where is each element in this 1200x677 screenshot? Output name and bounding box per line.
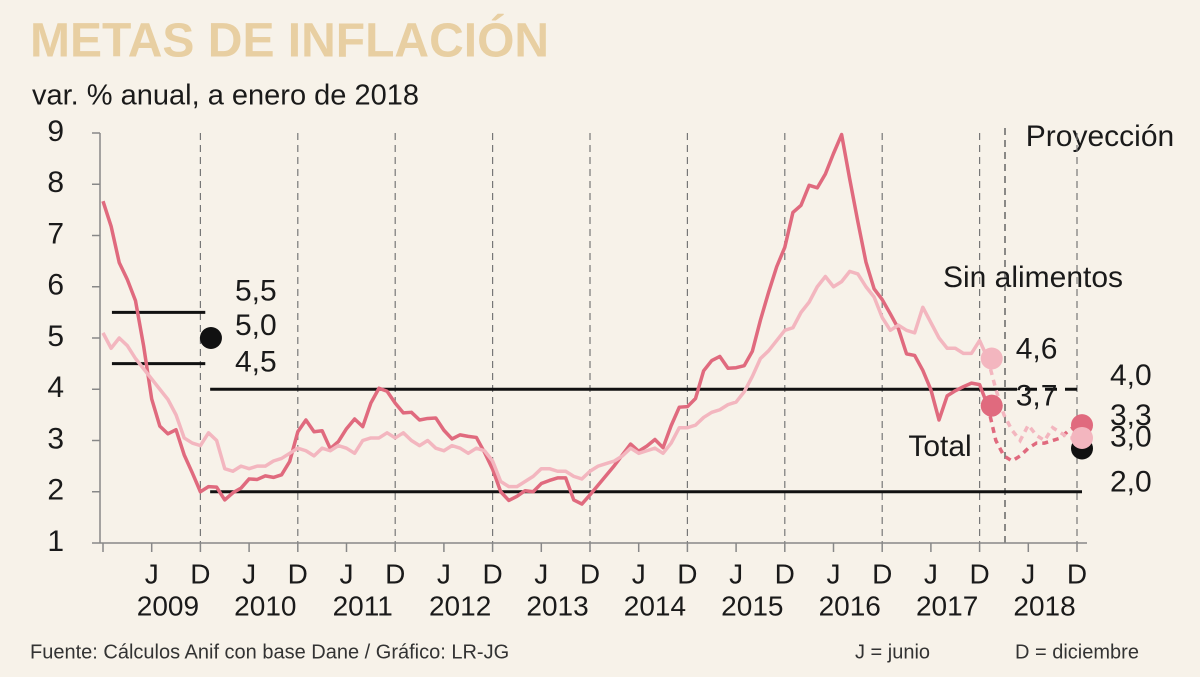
value-dot bbox=[980, 394, 1003, 417]
target-label: 4,0 bbox=[1110, 359, 1152, 392]
year-label: 2013 bbox=[526, 590, 588, 621]
x-tick-label: D bbox=[872, 558, 892, 589]
target-label: 3,0 bbox=[1110, 420, 1152, 453]
year-label: 2016 bbox=[819, 590, 881, 621]
target-label: 2,0 bbox=[1110, 466, 1152, 499]
y-tick-label: 3 bbox=[47, 422, 64, 455]
target-label: 5,5 bbox=[235, 274, 277, 307]
x-tick-label: D bbox=[677, 558, 697, 589]
value-label: 3,7 bbox=[1016, 380, 1058, 413]
value-dot bbox=[1071, 426, 1093, 449]
y-tick-label: 8 bbox=[47, 166, 64, 199]
year-label: 2015 bbox=[721, 590, 783, 621]
source: Fuente: Cálculos Anif con base Dane / Gr… bbox=[30, 641, 509, 663]
y-tick-label: 2 bbox=[47, 474, 64, 507]
x-tick-label: J bbox=[1021, 558, 1035, 589]
x-tick-label: D bbox=[969, 558, 989, 589]
year-label: 2017 bbox=[916, 590, 978, 621]
x-tick-label: J bbox=[632, 558, 646, 589]
year-label: 2014 bbox=[624, 590, 686, 621]
series-label: Total bbox=[908, 430, 971, 463]
target-label: 5,0 bbox=[235, 309, 277, 342]
value-dot bbox=[980, 347, 1003, 370]
projection-label: Proyección bbox=[1026, 120, 1174, 153]
x-tick-label: D bbox=[775, 558, 795, 589]
y-tick-label: 7 bbox=[47, 217, 64, 250]
y-tick-label: 1 bbox=[47, 525, 64, 558]
x-tick-label: J bbox=[534, 558, 548, 589]
chart-title: METAS DE INFLACIÓN bbox=[30, 13, 549, 68]
x-tick-label: D bbox=[288, 558, 308, 589]
value-label: 4,6 bbox=[1016, 332, 1058, 365]
projection-line bbox=[986, 358, 1077, 444]
series-label: Sin alimentos bbox=[943, 261, 1123, 294]
target-label: 4,5 bbox=[235, 346, 277, 379]
x-tick-label: D bbox=[1067, 558, 1087, 589]
chart-subtitle: var. % anual, a enero de 2018 bbox=[32, 80, 419, 112]
y-tick-label: 5 bbox=[47, 320, 64, 353]
x-tick-label: J bbox=[729, 558, 743, 589]
x-tick-label: J bbox=[242, 558, 256, 589]
x-tick-label: J bbox=[924, 558, 938, 589]
year-label: 2012 bbox=[429, 590, 491, 621]
x-tick-label: D bbox=[190, 558, 210, 589]
series-line bbox=[101, 132, 990, 506]
year-label: 2009 bbox=[137, 590, 199, 621]
y-tick-label: 4 bbox=[47, 371, 64, 404]
projection-line bbox=[986, 405, 1078, 464]
legend-d: D = diciembre bbox=[1015, 641, 1139, 663]
legend-j: J = junio bbox=[855, 641, 930, 663]
year-label: 2010 bbox=[234, 590, 296, 621]
year-label: 2018 bbox=[1013, 590, 1075, 621]
target-point bbox=[199, 327, 222, 349]
value-label: 3,3 bbox=[1110, 399, 1152, 432]
y-tick-label: 9 bbox=[47, 115, 64, 148]
y-tick-label: 6 bbox=[47, 269, 64, 302]
year-label: 2011 bbox=[333, 590, 393, 621]
x-tick-label: J bbox=[437, 558, 451, 589]
x-tick-label: D bbox=[482, 558, 502, 589]
x-tick-label: D bbox=[385, 558, 405, 589]
series-line bbox=[101, 269, 990, 489]
x-tick-label: J bbox=[145, 558, 159, 589]
x-tick-label: J bbox=[827, 558, 841, 589]
x-tick-label: J bbox=[340, 558, 354, 589]
x-tick-label: D bbox=[580, 558, 600, 589]
